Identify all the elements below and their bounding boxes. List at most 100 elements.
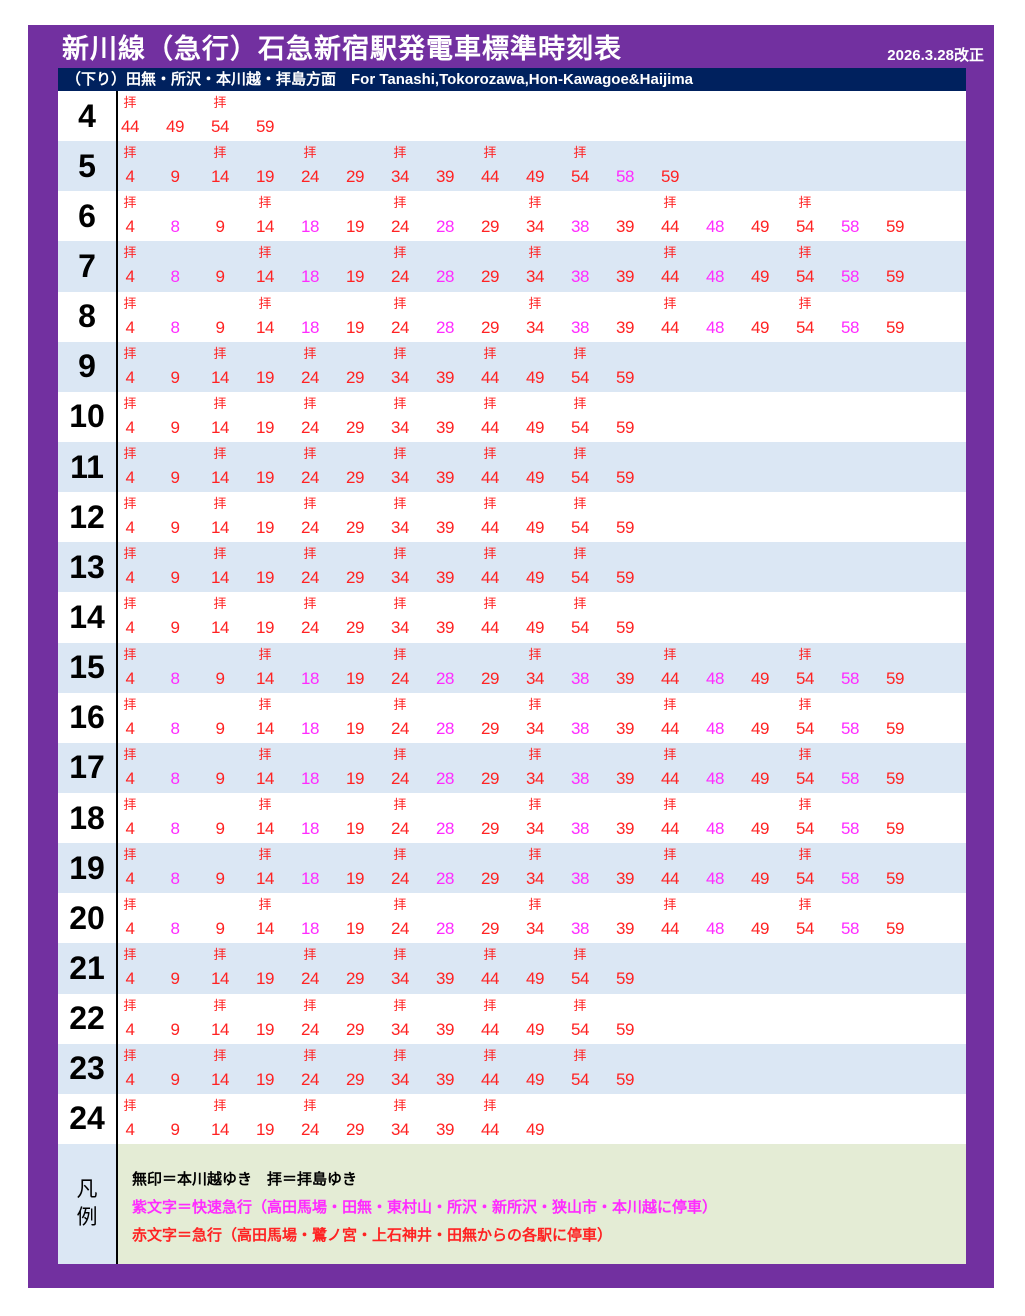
departure-minute: 4 xyxy=(125,969,135,989)
haijima-mark: 拝 xyxy=(393,646,407,662)
departure-times: 拝 4 8 9 拝 14 18 19 拝 24 28 29 拝 34 38 39 拝 44 48 49 拝 54 58 59 xyxy=(118,643,966,693)
departure-minute: 14 xyxy=(211,568,229,588)
departure-minute: 49 xyxy=(751,317,769,337)
departure-minute: 54 xyxy=(796,267,814,287)
departure-times: 拝 4 9 拝 14 19 拝 24 29 拝 34 39 拝 44 49 拝 54 59 xyxy=(118,392,966,442)
departure-minute: 44 xyxy=(481,367,499,387)
timetable-grid: 4 拝 44 49 拝 54 59 5 拝 4 9 拝 14 19 拝 24 29 拝 34 39 拝 44 49 拝 54 58… xyxy=(58,91,966,1144)
departure-minute: 49 xyxy=(526,518,544,538)
departure-minute: 24 xyxy=(301,167,319,187)
departure-times: 拝 4 9 拝 14 19 拝 24 29 拝 34 39 拝 44 49 拝 54 59 xyxy=(118,994,966,1044)
haijima-mark: 拝 xyxy=(303,1097,317,1113)
haijima-mark: 拝 xyxy=(393,1097,407,1113)
direction-header: （下り）田無・所沢・本川越・拝島方面 For Tanashi,Tokorozaw… xyxy=(58,68,966,91)
departure-minute: 18 xyxy=(301,768,319,788)
haijima-mark: 拝 xyxy=(393,145,407,161)
departure-times: 拝 4 8 9 拝 14 18 19 拝 24 28 29 拝 34 38 39 拝 44 48 49 拝 54 58 59 xyxy=(118,743,966,793)
departure-minute: 34 xyxy=(526,768,544,788)
haijima-mark: 拝 xyxy=(483,546,497,562)
haijima-mark: 拝 xyxy=(123,1047,137,1063)
timetable-row: 11 拝 4 9 拝 14 19 拝 24 29 拝 34 39 拝 44 49 拝 54 59 xyxy=(58,441,966,493)
departure-minute: 14 xyxy=(256,869,274,889)
departure-minute: 28 xyxy=(436,869,454,889)
haijima-mark: 拝 xyxy=(573,496,587,512)
timetable-sheet: 新川線（急行）石急新宿駅発電車標準時刻表 2026.3.28改正 （下り）田無・… xyxy=(28,25,994,1288)
departure-minute: 58 xyxy=(841,919,859,939)
hour-label: 5 xyxy=(58,141,118,192)
departure-minute: 8 xyxy=(170,718,180,738)
hour-label: 7 xyxy=(58,241,118,292)
departure-minute: 19 xyxy=(256,969,274,989)
departure-minute: 4 xyxy=(125,618,135,638)
departure-minute: 44 xyxy=(481,417,499,437)
departure-times: 拝 4 9 拝 14 19 拝 24 29 拝 34 39 拝 44 49 拝 54 59 xyxy=(118,442,966,492)
departure-minute: 54 xyxy=(796,668,814,688)
haijima-mark: 拝 xyxy=(573,445,587,461)
departure-times: 拝 4 8 9 拝 14 18 19 拝 24 28 29 拝 34 38 39 拝 44 48 49 拝 54 58 59 xyxy=(118,191,966,241)
departure-minute: 34 xyxy=(391,1019,409,1039)
haijima-mark: 拝 xyxy=(663,646,677,662)
departure-minute: 49 xyxy=(751,668,769,688)
departure-minute: 4 xyxy=(125,1019,135,1039)
departure-minute: 29 xyxy=(346,969,364,989)
departure-minute: 44 xyxy=(481,1019,499,1039)
departure-minute: 49 xyxy=(751,267,769,287)
departure-minute: 14 xyxy=(256,768,274,788)
departure-minute: 29 xyxy=(481,267,499,287)
haijima-mark: 拝 xyxy=(303,546,317,562)
hour-label: 10 xyxy=(58,391,118,442)
haijima-mark: 拝 xyxy=(393,696,407,712)
haijima-mark: 拝 xyxy=(798,796,812,812)
departure-minute: 54 xyxy=(796,768,814,788)
departure-minute: 49 xyxy=(526,1019,544,1039)
departure-minute: 48 xyxy=(706,267,724,287)
departure-minute: 4 xyxy=(125,668,135,688)
departure-minute: 54 xyxy=(796,919,814,939)
timetable-row: 22 拝 4 9 拝 14 19 拝 24 29 拝 34 39 拝 44 49 拝 54 59 xyxy=(58,993,966,1044)
departure-minute: 58 xyxy=(841,217,859,237)
departure-minute: 54 xyxy=(796,217,814,237)
legend-line: 無印＝本川越ゆき 拝＝拝島ゆき xyxy=(132,1170,358,1188)
departure-minute: 58 xyxy=(841,869,859,889)
departure-minute: 38 xyxy=(571,869,589,889)
hour-label: 11 xyxy=(58,441,118,493)
departure-minute: 58 xyxy=(616,167,634,187)
departure-minute: 54 xyxy=(571,1069,589,1089)
departure-minute: 4 xyxy=(125,818,135,838)
departure-minute: 18 xyxy=(301,317,319,337)
departure-minute: 54 xyxy=(571,467,589,487)
haijima-mark: 拝 xyxy=(798,696,812,712)
departure-minute: 58 xyxy=(841,718,859,738)
haijima-mark: 拝 xyxy=(393,395,407,411)
departure-minute: 49 xyxy=(526,568,544,588)
departure-minute: 39 xyxy=(616,217,634,237)
departure-minute: 19 xyxy=(256,367,274,387)
departure-minute: 24 xyxy=(391,217,409,237)
departure-times: 拝 4 9 拝 14 19 拝 24 29 拝 34 39 拝 44 49 拝 54 59 xyxy=(118,492,966,542)
departure-minute: 39 xyxy=(616,919,634,939)
haijima-mark: 拝 xyxy=(213,1047,227,1063)
haijima-mark: 拝 xyxy=(528,195,542,211)
haijima-mark: 拝 xyxy=(213,596,227,612)
hour-label: 14 xyxy=(58,592,118,643)
haijima-mark: 拝 xyxy=(258,897,272,913)
haijima-mark: 拝 xyxy=(123,395,137,411)
departure-minute: 4 xyxy=(125,317,135,337)
departure-minute: 58 xyxy=(841,317,859,337)
departure-minute: 4 xyxy=(125,467,135,487)
haijima-mark: 拝 xyxy=(123,295,137,311)
haijima-mark: 拝 xyxy=(213,345,227,361)
departure-minute: 49 xyxy=(526,367,544,387)
departure-minute: 24 xyxy=(301,367,319,387)
departure-times: 拝 4 8 9 拝 14 18 19 拝 24 28 29 拝 34 38 39 拝 44 48 49 拝 54 58 59 xyxy=(118,292,966,342)
haijima-mark: 拝 xyxy=(303,496,317,512)
departure-minute: 34 xyxy=(526,818,544,838)
departure-minute: 59 xyxy=(886,869,904,889)
haijima-mark: 拝 xyxy=(213,395,227,411)
departure-minute: 34 xyxy=(526,869,544,889)
haijima-mark: 拝 xyxy=(303,997,317,1013)
departure-minute: 29 xyxy=(346,1019,364,1039)
departure-minute: 4 xyxy=(125,217,135,237)
haijima-mark: 拝 xyxy=(528,847,542,863)
departure-minute: 24 xyxy=(391,818,409,838)
